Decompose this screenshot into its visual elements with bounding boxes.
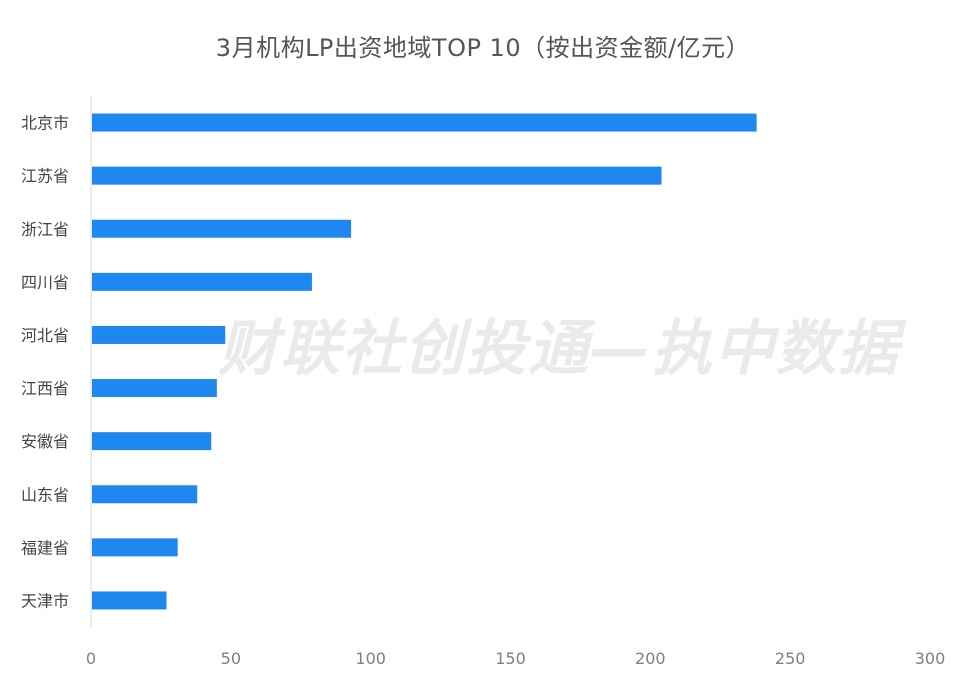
bar [92, 113, 757, 132]
category-label: 江苏省 [21, 167, 69, 186]
bar [92, 379, 217, 398]
category-label: 四川省 [21, 273, 69, 292]
category-label: 安徽省 [21, 432, 69, 451]
bar [92, 219, 352, 238]
x-tick-label: 200 [635, 649, 666, 668]
x-tick-label: 150 [495, 649, 526, 668]
bar [92, 538, 178, 557]
chart-title: 3月机构LP出资地域TOP 10（按出资金额/亿元） [215, 34, 751, 62]
category-label: 山东省 [21, 485, 69, 504]
bar [92, 432, 212, 451]
category-label: 北京市 [21, 114, 69, 133]
x-tick-labels: 0 50 100 150 200 250 300 [86, 649, 945, 668]
category-label: 浙江省 [21, 220, 69, 239]
x-tick-label: 300 [915, 649, 946, 668]
bar [92, 272, 312, 291]
category-label: 河北省 [21, 326, 69, 345]
category-label: 江西省 [21, 379, 69, 398]
x-tick-label: 0 [86, 649, 96, 668]
x-tick-label: 250 [775, 649, 806, 668]
bar [92, 485, 198, 504]
bar [92, 591, 167, 610]
watermark: 财联社创投通—执中数据 [218, 314, 900, 384]
category-label: 天津市 [21, 591, 69, 610]
x-tick-label: 50 [221, 649, 241, 668]
bars [92, 113, 757, 610]
category-label: 福建省 [21, 538, 69, 557]
x-tick-label: 100 [355, 649, 386, 668]
bar [92, 166, 662, 185]
bar [92, 325, 226, 344]
